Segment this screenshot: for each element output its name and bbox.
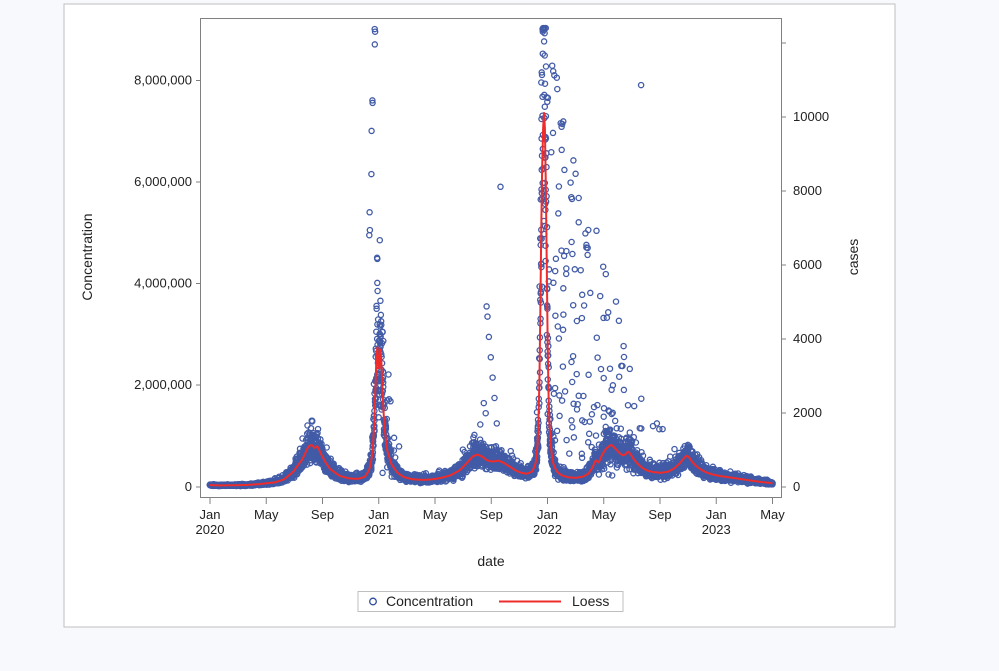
svg-text:Jan: Jan [706,507,727,522]
svg-text:2021: 2021 [364,522,393,537]
svg-text:2,000,000: 2,000,000 [134,377,192,392]
svg-text:6000: 6000 [793,257,822,272]
svg-text:May: May [591,507,616,522]
svg-text:6,000,000: 6,000,000 [134,174,192,189]
svg-text:Sep: Sep [480,507,503,522]
svg-text:May: May [760,507,785,522]
svg-text:Concentration: Concentration [79,213,95,300]
svg-text:2022: 2022 [533,522,562,537]
svg-text:0: 0 [185,479,192,494]
svg-text:4000: 4000 [793,331,822,346]
svg-text:2020: 2020 [196,522,225,537]
svg-text:8,000,000: 8,000,000 [134,73,192,88]
svg-text:Jan: Jan [537,507,558,522]
svg-text:Jan: Jan [368,507,389,522]
svg-text:May: May [423,507,448,522]
svg-text:2023: 2023 [702,522,731,537]
svg-text:8000: 8000 [793,183,822,198]
svg-text:May: May [254,507,279,522]
svg-text:Sep: Sep [648,507,671,522]
svg-text:Sep: Sep [311,507,334,522]
svg-text:cases: cases [845,239,861,276]
svg-text:Jan: Jan [200,507,221,522]
svg-text:10000: 10000 [793,109,829,124]
svg-text:2000: 2000 [793,405,822,420]
svg-text:date: date [477,553,504,569]
svg-text:0: 0 [793,479,800,494]
svg-text:4,000,000: 4,000,000 [134,276,192,291]
